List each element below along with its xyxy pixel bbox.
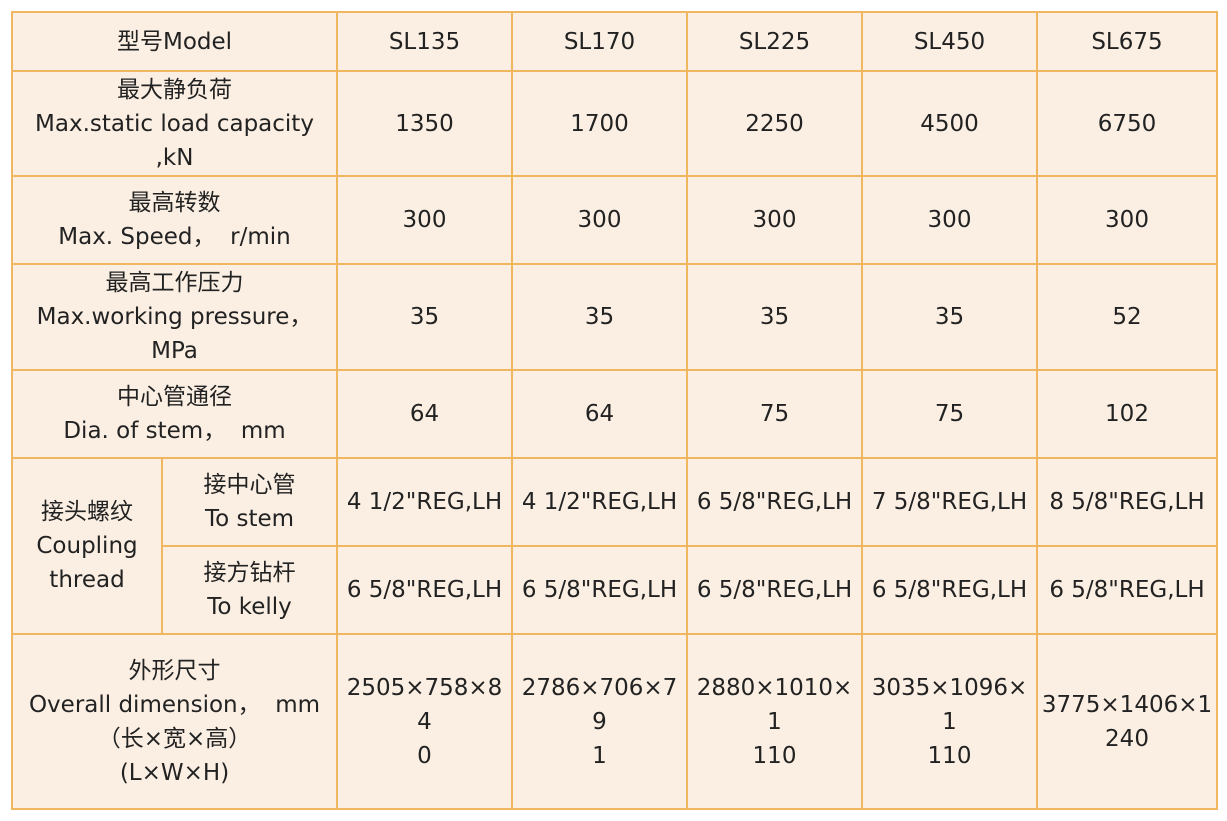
dimension-value-line1: 2505×758×84 <box>346 674 503 735</box>
pressure-label: 最高工作压力 Max.working pressure， MPa <box>11 263 338 371</box>
stem-label: 中心管通径 Dia. of stem， mm <box>11 369 338 459</box>
coupling-label-en2: thread <box>49 567 125 593</box>
to-stem-label-en: To stem <box>204 506 295 532</box>
speed-value: 300 <box>336 175 513 265</box>
stem-row: 中心管通径 Dia. of stem， mm 64 64 75 75 102 <box>11 369 1218 459</box>
to-stem-label: 接中心管 To stem <box>161 457 338 547</box>
to-kelly-value: 6 5/8"REG,LH <box>511 545 688 635</box>
stem-value: 102 <box>1036 369 1218 459</box>
dimension-value-line2: 1 <box>592 742 607 769</box>
model-sl225: SL225 <box>686 11 863 72</box>
pressure-value: 35 <box>336 263 513 371</box>
dimension-value-line2: 0 <box>417 742 432 769</box>
coupling-label-cn: 接头螺纹 <box>41 499 133 525</box>
dimension-label-lwh-cn: （长×宽×高） <box>97 725 252 752</box>
stem-label-cn: 中心管通径 <box>117 384 232 410</box>
dimension-value: 3035×1096×1 110 <box>861 633 1038 810</box>
dimension-label-en: Overall dimension， mm <box>28 691 321 718</box>
speed-row: 最高转数 Max. Speed， r/min 300 300 300 300 3… <box>11 175 1218 265</box>
header-row: 型号Model SL135 SL170 SL225 SL450 SL675 <box>11 11 1218 72</box>
load-label-cn: 最大静负荷 <box>117 76 232 103</box>
to-kelly-label: 接方钻杆 To kelly <box>161 545 338 635</box>
spec-table: 型号Model SL135 SL170 SL225 SL450 SL675 最大… <box>11 11 1218 810</box>
model-sl450: SL450 <box>861 11 1038 72</box>
load-label: 最大静负荷 Max.static load capacity ,kN <box>11 70 338 177</box>
dimension-value-line1: 2880×1010×1 <box>696 674 853 735</box>
load-label-unit: ,kN <box>155 144 194 171</box>
dimension-label-lwh-en: (L×W×H) <box>119 759 230 786</box>
speed-value: 300 <box>1036 175 1218 265</box>
to-kelly-value: 6 5/8"REG,LH <box>336 545 513 635</box>
dimension-value: 2880×1010×1 110 <box>686 633 863 810</box>
pressure-value: 35 <box>511 263 688 371</box>
pressure-row: 最高工作压力 Max.working pressure， MPa 35 35 3… <box>11 263 1218 371</box>
speed-value: 300 <box>861 175 1038 265</box>
stem-value: 75 <box>686 369 863 459</box>
coupling-label: 接头螺纹 Coupling thread <box>11 457 163 635</box>
model-label: 型号Model <box>11 11 338 72</box>
speed-label: 最高转数 Max. Speed， r/min <box>11 175 338 265</box>
model-sl170: SL170 <box>511 11 688 72</box>
dimension-row: 外形尺寸 Overall dimension， mm （长×宽×高） (L×W×… <box>11 633 1218 810</box>
model-sl675: SL675 <box>1036 11 1218 72</box>
pressure-value: 52 <box>1036 263 1218 371</box>
to-stem-value: 4 1/2"REG,LH <box>511 457 688 547</box>
to-stem-value: 6 5/8"REG,LH <box>686 457 863 547</box>
pressure-value: 35 <box>861 263 1038 371</box>
load-value: 1350 <box>336 70 513 177</box>
load-value: 1700 <box>511 70 688 177</box>
to-stem-row: 接头螺纹 Coupling thread 接中心管 To stem 4 1/2"… <box>11 457 1218 635</box>
pressure-label-en: Max.working pressure， <box>36 304 313 330</box>
pressure-value: 35 <box>686 263 863 371</box>
load-value: 4500 <box>861 70 1038 177</box>
dimension-label: 外形尺寸 Overall dimension， mm （长×宽×高） (L×W×… <box>11 633 338 810</box>
to-kelly-value: 6 5/8"REG,LH <box>1036 545 1218 635</box>
load-value: 2250 <box>686 70 863 177</box>
dimension-value: 2786×706×79 1 <box>511 633 688 810</box>
load-label-en: Max.static load capacity <box>35 110 314 137</box>
load-row: 最大静负荷 Max.static load capacity ,kN 1350 … <box>11 70 1218 177</box>
pressure-label-cn: 最高工作压力 <box>105 270 244 296</box>
speed-label-cn: 最高转数 <box>128 190 221 216</box>
dimension-value-line1: 3775×1406×1 <box>1041 691 1213 718</box>
to-kelly-label-cn: 接方钻杆 <box>203 560 296 586</box>
stem-value: 75 <box>861 369 1038 459</box>
load-value: 6750 <box>1036 70 1218 177</box>
pressure-label-unit: MPa <box>151 338 198 364</box>
to-stem-value: 8 5/8"REG,LH <box>1036 457 1218 547</box>
dimension-value-line1: 2786×706×79 <box>521 674 678 735</box>
to-kelly-row: 接方钻杆 To kelly 6 5/8"REG,LH 6 5/8"REG,LH … <box>12 545 1218 635</box>
to-stem-label-cn: 接中心管 <box>203 472 296 498</box>
to-stem-value: 7 5/8"REG,LH <box>861 457 1038 547</box>
model-sl135: SL135 <box>336 11 513 72</box>
stem-label-en: Dia. of stem， mm <box>63 418 286 444</box>
to-kelly-value: 6 5/8"REG,LH <box>861 545 1038 635</box>
coupling-label-en1: Coupling <box>36 533 138 559</box>
dimension-value-line2: 110 <box>752 742 797 769</box>
to-kelly-label-en: To kelly <box>207 594 292 620</box>
dimension-value-line2: 110 <box>927 742 972 769</box>
stem-value: 64 <box>511 369 688 459</box>
dimension-value: 2505×758×84 0 <box>336 633 513 810</box>
speed-value: 300 <box>686 175 863 265</box>
to-stem-value: 4 1/2"REG,LH <box>336 457 513 547</box>
dimension-label-cn: 外形尺寸 <box>128 657 221 684</box>
speed-value: 300 <box>511 175 688 265</box>
dimension-value: 3775×1406×1 240 <box>1036 633 1218 810</box>
dimension-value-line1: 3035×1096×1 <box>871 674 1028 735</box>
speed-label-en: Max. Speed， r/min <box>58 224 291 250</box>
stem-value: 64 <box>336 369 513 459</box>
dimension-value-line2: 240 <box>1105 725 1149 752</box>
to-kelly-value: 6 5/8"REG,LH <box>686 545 863 635</box>
